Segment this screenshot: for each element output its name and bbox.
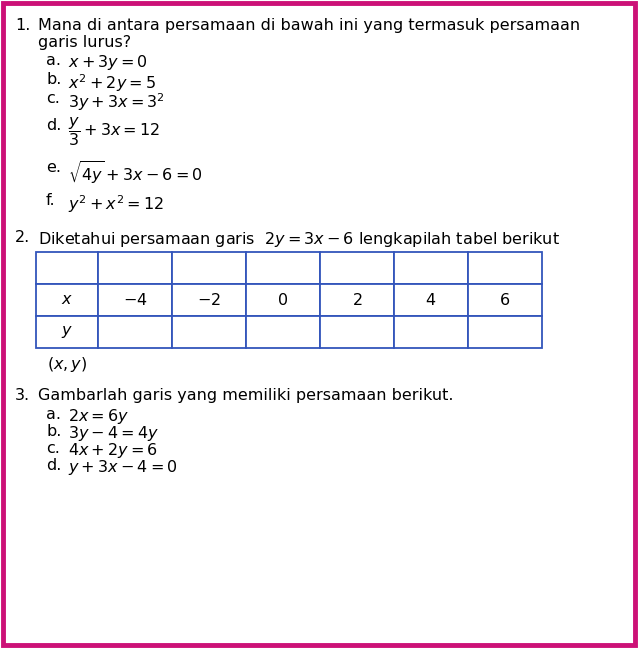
Text: $4$: $4$ [426, 292, 436, 308]
Text: 3.: 3. [15, 388, 30, 403]
Text: Gambarlah garis yang memiliki persamaan berikut.: Gambarlah garis yang memiliki persamaan … [38, 388, 454, 403]
Bar [468, 284, 542, 316]
Bar [98, 316, 172, 348]
Bar [246, 316, 320, 348]
Text: Mana di antara persamaan di bawah ini yang termasuk persamaan: Mana di antara persamaan di bawah ini ya… [38, 18, 580, 33]
Text: Diketahui persamaan garis  $2y = 3x - 6$ lengkapilah tabel berikut: Diketahui persamaan garis $2y = 3x - 6$ … [38, 230, 560, 249]
Text: f.: f. [46, 193, 56, 208]
Text: $x^2 + 2y = 5$: $x^2 + 2y = 5$ [68, 72, 156, 94]
Text: $(x, y)$: $(x, y)$ [47, 354, 87, 373]
Bar [320, 252, 394, 284]
Text: $y^2 + x^2 = 12$: $y^2 + x^2 = 12$ [68, 193, 164, 214]
Bar [36, 252, 98, 284]
Text: $6$: $6$ [500, 292, 510, 308]
Text: a.: a. [46, 407, 61, 422]
Text: 1.: 1. [15, 18, 31, 33]
Bar [320, 316, 394, 348]
Bar [468, 316, 542, 348]
Bar [172, 252, 246, 284]
Text: $3y + 3x = 3^2$: $3y + 3x = 3^2$ [68, 91, 165, 113]
Text: $0$: $0$ [278, 292, 288, 308]
Text: garis lurus?: garis lurus? [38, 35, 131, 50]
Bar [246, 284, 320, 316]
Text: $2$: $2$ [352, 292, 362, 308]
Bar [36, 284, 98, 316]
Text: $y + 3x - 4 = 0$: $y + 3x - 4 = 0$ [68, 458, 177, 477]
Text: c.: c. [46, 91, 60, 106]
Text: $\sqrt{4y} + 3x - 6 = 0$: $\sqrt{4y} + 3x - 6 = 0$ [68, 160, 203, 187]
Text: $4x + 2y = 6$: $4x + 2y = 6$ [68, 441, 158, 460]
Bar [172, 284, 246, 316]
Bar [394, 284, 468, 316]
Text: c.: c. [46, 441, 60, 456]
Text: $\dfrac{y}{3} + 3x = 12$: $\dfrac{y}{3} + 3x = 12$ [68, 115, 160, 148]
Bar [98, 284, 172, 316]
Text: d.: d. [46, 118, 61, 133]
Text: a.: a. [46, 53, 61, 68]
Text: b.: b. [46, 424, 61, 439]
Text: $y$: $y$ [61, 324, 73, 340]
Bar [394, 316, 468, 348]
Text: $x$: $x$ [61, 292, 73, 308]
Bar [98, 252, 172, 284]
Text: $x + 3y = 0$: $x + 3y = 0$ [68, 53, 148, 72]
Text: 2.: 2. [15, 230, 30, 245]
Bar [172, 316, 246, 348]
Text: d.: d. [46, 458, 61, 473]
Text: e.: e. [46, 160, 61, 175]
Bar [36, 316, 98, 348]
Bar [468, 252, 542, 284]
Text: b.: b. [46, 72, 61, 87]
Bar [320, 284, 394, 316]
Text: $-4$: $-4$ [122, 292, 147, 308]
Bar [394, 252, 468, 284]
Bar [246, 252, 320, 284]
Text: $2x = 6y$: $2x = 6y$ [68, 407, 129, 426]
Text: $-2$: $-2$ [197, 292, 221, 308]
Text: $3y - 4 = 4y$: $3y - 4 = 4y$ [68, 424, 159, 443]
